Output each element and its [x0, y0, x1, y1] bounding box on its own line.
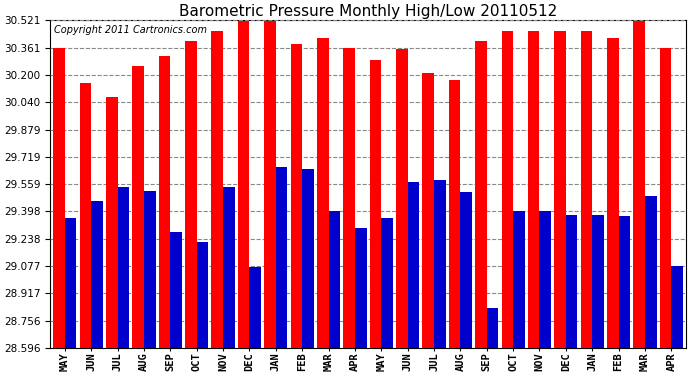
Bar — [566, 214, 578, 348]
Bar — [513, 211, 524, 348]
Bar — [170, 231, 182, 348]
Bar — [276, 167, 288, 348]
Bar — [408, 182, 420, 348]
Bar — [645, 196, 657, 348]
Bar — [619, 216, 630, 348]
Bar — [396, 50, 408, 348]
Bar — [422, 73, 434, 348]
Bar — [106, 97, 117, 348]
Bar — [502, 31, 513, 348]
Bar — [212, 31, 223, 348]
Bar — [344, 48, 355, 348]
Bar — [317, 38, 328, 348]
Bar — [671, 266, 683, 348]
Bar — [65, 218, 77, 348]
Bar — [540, 211, 551, 348]
Bar — [528, 31, 540, 348]
Bar — [91, 201, 103, 348]
Bar — [250, 267, 261, 348]
Bar — [132, 66, 144, 348]
Bar — [460, 192, 472, 348]
Bar — [448, 80, 460, 348]
Bar — [633, 21, 645, 348]
Bar — [660, 48, 671, 348]
Bar — [355, 228, 366, 348]
Bar — [607, 38, 619, 348]
Bar — [159, 56, 170, 348]
Text: Copyright 2011 Cartronics.com: Copyright 2011 Cartronics.com — [54, 25, 206, 35]
Bar — [328, 211, 340, 348]
Bar — [238, 21, 250, 348]
Bar — [592, 214, 604, 348]
Bar — [475, 41, 486, 348]
Bar — [434, 180, 446, 348]
Bar — [144, 190, 155, 348]
Bar — [197, 242, 208, 348]
Bar — [382, 218, 393, 348]
Bar — [486, 308, 498, 348]
Bar — [580, 31, 592, 348]
Bar — [264, 21, 276, 348]
Bar — [53, 48, 65, 348]
Title: Barometric Pressure Monthly High/Low 20110512: Barometric Pressure Monthly High/Low 201… — [179, 4, 558, 19]
Bar — [223, 187, 235, 348]
Bar — [554, 31, 566, 348]
Bar — [117, 187, 129, 348]
Bar — [370, 60, 382, 348]
Bar — [290, 44, 302, 348]
Bar — [79, 84, 91, 348]
Bar — [185, 41, 197, 348]
Bar — [302, 168, 314, 348]
